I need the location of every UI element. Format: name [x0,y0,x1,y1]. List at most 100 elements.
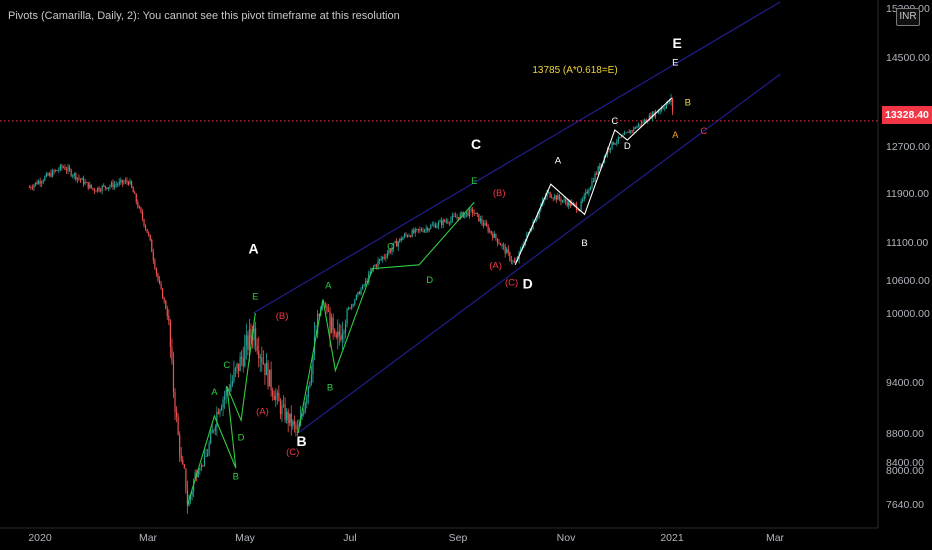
candle-body [458,217,460,220]
currency-badge[interactable]: INR [896,8,920,26]
fib-annotation[interactable]: 13785 (A*0.618=E) [532,65,617,76]
candle-body [622,135,624,136]
candle-body [481,218,483,224]
wave-label[interactable]: A [555,156,562,167]
candle-body [106,187,108,190]
candle-body [383,256,385,258]
candle-body [220,407,223,410]
candle-body [399,238,401,242]
candle-body [665,104,667,109]
channel-line[interactable] [297,73,781,434]
wave-label[interactable]: C [387,242,394,253]
candle-body [162,288,164,299]
candle-body [182,459,184,465]
candle-body [171,347,173,360]
candle-body [565,199,567,202]
candle-body [569,201,571,206]
candle-body [338,331,340,336]
wave-label[interactable]: A [211,387,218,398]
candle-body [456,217,458,218]
candle-body [648,115,650,121]
wave-label[interactable]: D [523,275,533,291]
wave-label[interactable]: D [238,432,245,443]
y-tick-label: 8400.00 [886,457,924,469]
wave-label[interactable]: B [297,433,307,449]
wave-label[interactable]: (A) [256,406,269,417]
wave-label[interactable]: A [248,240,258,256]
wave-label[interactable]: (A) [489,261,502,272]
wave-label[interactable]: E [471,176,477,187]
candle-body [158,280,161,284]
candle-body [634,127,636,129]
candle-body [453,215,455,217]
wave-label[interactable]: B [685,97,691,108]
candle-body [442,219,444,226]
candle-body [385,257,387,259]
candle-body [644,119,646,123]
candle-body [265,362,268,376]
candle-body [78,177,80,179]
candle-body [90,184,92,188]
candle-body [225,389,227,397]
candle-body [327,311,330,313]
wave-label[interactable]: D [426,275,433,286]
wave-label[interactable]: (B) [276,311,289,322]
candle-body [658,111,660,113]
candle-body [609,147,612,150]
candle-body [585,191,587,195]
candle-body [275,395,277,400]
candle-body [79,178,82,180]
wave-label[interactable]: A [672,130,679,141]
candle-body [247,335,249,350]
candle-body [588,190,590,194]
wave-label[interactable]: C [471,136,481,152]
wave-label[interactable]: E [252,291,258,302]
candle-body [441,220,443,226]
candle-body [434,224,437,228]
wave-line[interactable] [187,312,256,505]
candle-body [427,228,429,231]
candle-body [619,137,621,139]
candle-body [425,228,427,230]
candle-body [645,119,647,122]
candle-body [484,223,486,226]
channel-line[interactable] [253,1,781,314]
candle-body [118,181,120,185]
wave-label[interactable]: D [624,141,631,152]
wave-label[interactable]: A [325,280,332,291]
candle-body [352,304,354,305]
candle-body [231,381,233,385]
candle-body [210,433,212,444]
candle-body [374,265,376,267]
wave-line[interactable] [297,201,475,434]
wave-label[interactable]: B [581,238,587,249]
candle-body [625,132,627,134]
candle-body [213,430,215,432]
wave-label[interactable]: (C) [286,447,299,458]
candle-body [177,416,179,435]
candle-body [332,317,334,330]
candle-body [580,201,582,210]
candle-body [217,411,220,414]
candle-body [589,187,592,191]
candle-body [599,166,601,169]
wave-label[interactable]: C [611,116,618,127]
wave-label[interactable]: B [233,471,239,482]
wave-label[interactable]: C [223,360,230,371]
candle-body [123,182,125,184]
wave-label[interactable]: B [327,383,333,394]
wave-line[interactable] [514,97,673,266]
wave-label[interactable]: (B) [493,188,506,199]
candle-body [273,395,275,400]
candle-body [492,233,494,238]
candle-body [568,201,570,206]
wave-label[interactable]: (C) [505,278,518,289]
wave-label[interactable]: E [672,35,681,51]
wave-label[interactable]: E [672,58,678,69]
candle-body [144,225,147,230]
candle-body [485,223,488,227]
wave-label[interactable]: C [700,126,707,137]
candle-body [503,244,505,247]
candle-body [468,209,471,216]
